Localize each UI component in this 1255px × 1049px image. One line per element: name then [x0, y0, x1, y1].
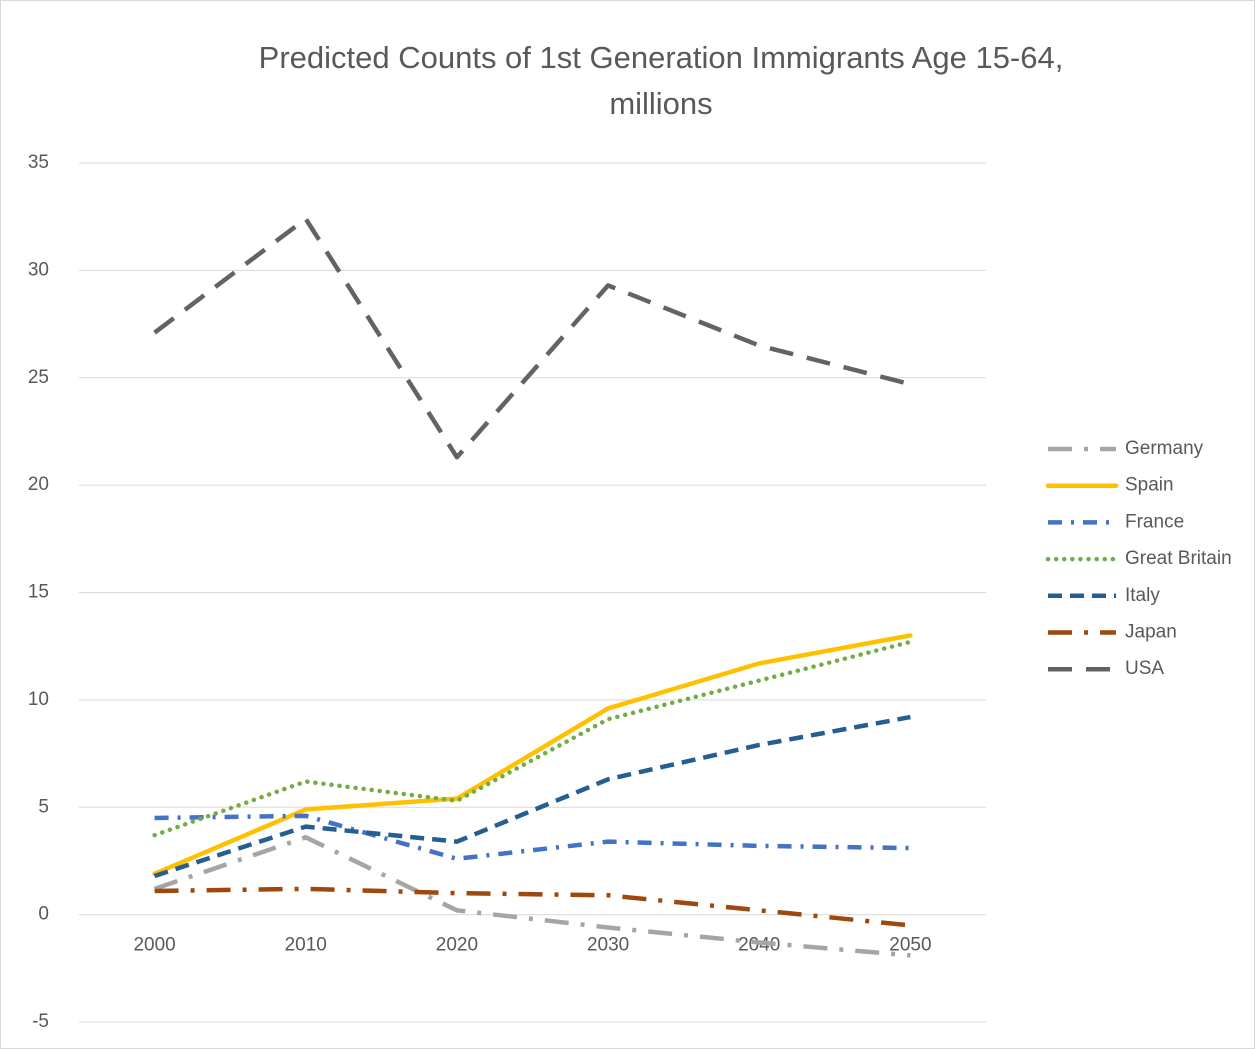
x-tick-label: 2010 [285, 935, 327, 956]
y-tick-label: 5 [38, 796, 49, 817]
series-line [153, 835, 911, 958]
y-tick-label: 20 [28, 474, 49, 495]
x-tick-label: 2040 [738, 935, 780, 956]
y-tick-label: 35 [28, 152, 49, 173]
legend-label: Great Britain [1125, 548, 1232, 569]
series-line [153, 714, 911, 879]
x-tick-label: 2050 [889, 935, 931, 956]
series-line [154, 813, 911, 862]
x-tick-label: 2030 [587, 935, 629, 956]
series-line [152, 633, 913, 877]
x-tick-label: 2000 [133, 935, 175, 956]
legend-label: Japan [1125, 622, 1177, 643]
y-tick-label: 0 [38, 904, 49, 925]
legend-label: France [1125, 511, 1184, 532]
y-tick-label: 15 [28, 582, 49, 603]
series-line [154, 886, 911, 928]
legend-label: USA [1125, 658, 1164, 679]
y-tick-label: 25 [28, 367, 49, 388]
legend-label: Italy [1125, 585, 1160, 606]
y-tick-label: -5 [32, 1011, 49, 1032]
y-tick-label: 10 [28, 689, 49, 710]
legend-label: Germany [1125, 438, 1204, 459]
legend-label: Spain [1125, 475, 1174, 496]
chart-title: Predicted Counts of 1st Generation Immig… [258, 40, 1064, 121]
y-tick-label: 30 [28, 259, 49, 280]
series-line [152, 639, 913, 838]
series-line [153, 216, 911, 460]
x-tick-label: 2020 [436, 935, 478, 956]
